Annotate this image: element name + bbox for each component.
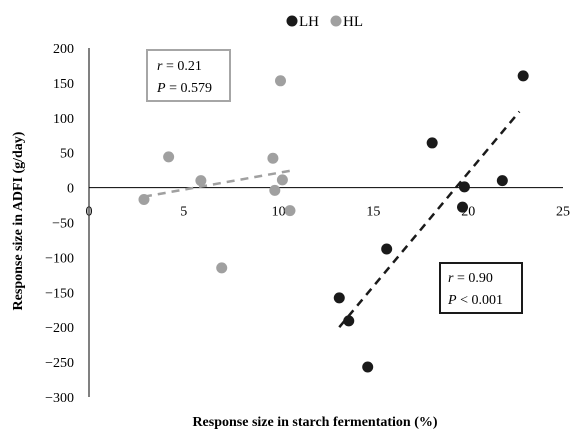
annotation-hl-box [146, 49, 231, 102]
data-point-hl [284, 205, 296, 217]
y-tick-label: 100 [53, 112, 74, 127]
data-point-lh [496, 175, 508, 187]
x-tick-label: 25 [556, 205, 570, 220]
data-point-lh [517, 70, 529, 82]
data-point-lh [458, 181, 470, 193]
x-tick-label: 5 [180, 205, 187, 220]
data-point-lh [426, 137, 438, 149]
data-point-lh [457, 201, 469, 213]
annotation-hl-r: r = 0.21 [157, 59, 202, 74]
y-tick-label: −50 [52, 217, 74, 232]
y-tick-label: 50 [60, 147, 74, 162]
data-point-lh [362, 361, 374, 373]
y-tick-label: 150 [53, 77, 74, 92]
data-point-lh [343, 315, 355, 327]
y-tick-label: −250 [45, 356, 74, 371]
legend: LH HL [286, 14, 363, 30]
annotation-lh: r = 0.90 P < 0.001 [439, 262, 523, 314]
x-tick-labels: 0 5 10 15 20 25 [86, 205, 570, 220]
y-tick-label: 0 [67, 182, 74, 197]
annotation-lh-p: P < 0.001 [447, 293, 503, 308]
trendline-lh [338, 110, 521, 329]
legend-label-lh: LH [299, 14, 319, 30]
y-tick-label: −100 [45, 251, 74, 266]
data-point-hl [216, 262, 228, 274]
annotation-hl: r = 0.21 P = 0.579 [146, 49, 231, 102]
x-tick-label: 10 [272, 205, 286, 220]
data-point-hl [267, 152, 279, 164]
legend-marker-hl [330, 15, 342, 27]
data-point-lh [333, 292, 345, 304]
data-point-hl [276, 174, 288, 186]
annotation-lh-r: r = 0.90 [448, 271, 493, 286]
legend-label-hl: HL [343, 14, 363, 30]
legend-marker-lh [286, 15, 298, 27]
data-point-hl [138, 193, 150, 205]
data-point-hl [163, 151, 175, 163]
data-point-hl [269, 184, 281, 196]
y-tick-label: −200 [45, 321, 74, 336]
annotation-lh-box [439, 262, 523, 314]
x-tick-label: 15 [366, 205, 380, 220]
x-axis-title: Response size in starch fermentation (%) [192, 415, 437, 430]
data-point-hl [274, 75, 286, 87]
data-point-lh [381, 243, 393, 255]
x-tick-label: 0 [86, 205, 93, 220]
y-tick-label: −150 [45, 286, 74, 301]
trendlines [143, 110, 521, 329]
trendline-hl [143, 168, 294, 198]
annotation-hl-p: P = 0.579 [156, 81, 212, 96]
data-points [138, 70, 529, 373]
y-tick-label: −300 [45, 391, 74, 406]
y-tick-label: 200 [53, 42, 74, 57]
y-tick-labels: 200 150 100 50 0 −50 −100 −150 −200 −250 −300 [45, 42, 74, 406]
data-point-hl [195, 175, 207, 187]
y-axis-title: Response size in ADFI (g/day) [11, 131, 26, 310]
